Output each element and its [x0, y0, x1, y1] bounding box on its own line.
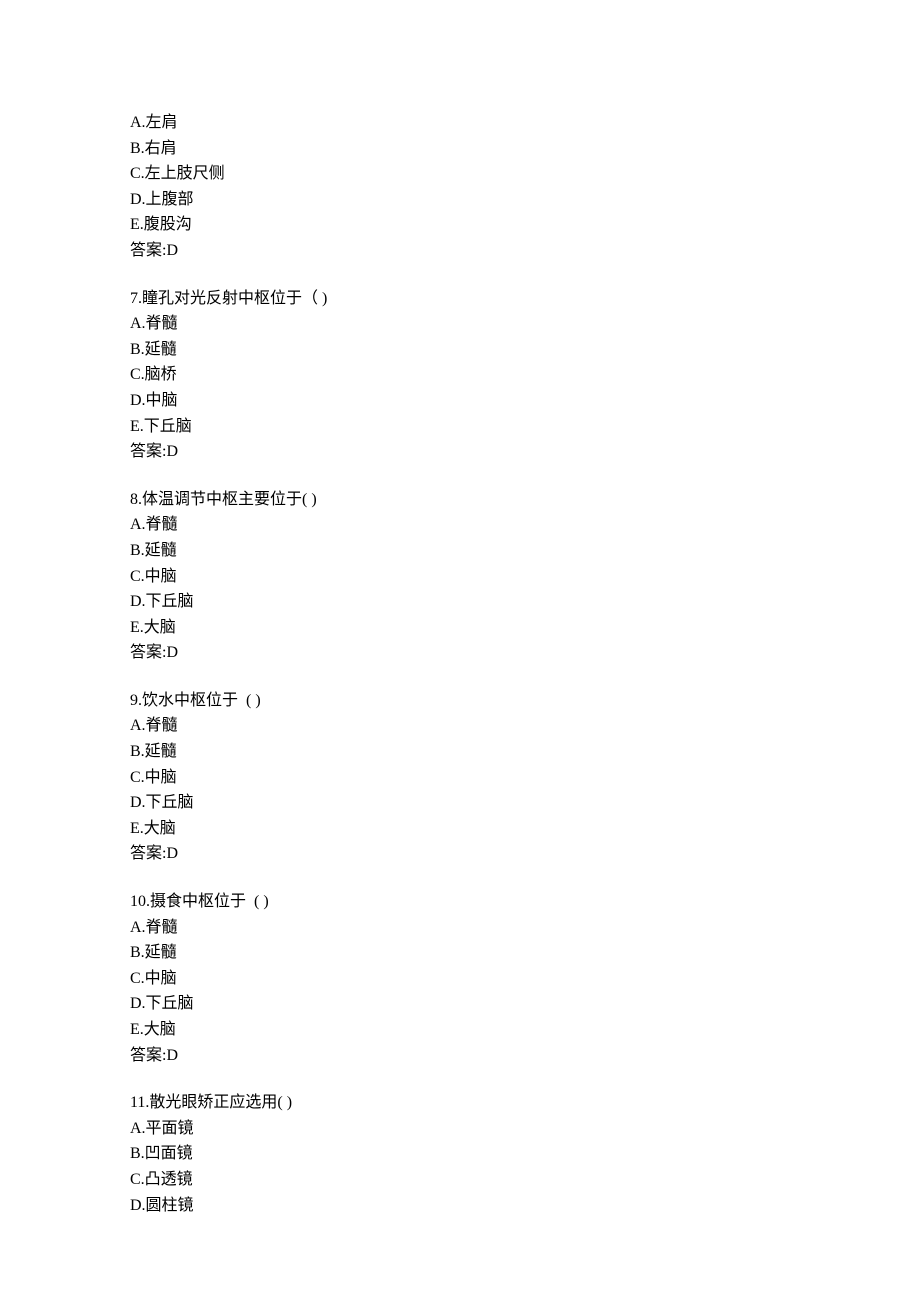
answer-line: 答案:D — [130, 1043, 790, 1069]
question-stem: 8.体温调节中枢主要位于( ) — [130, 487, 790, 513]
option-line: B.右肩 — [130, 136, 790, 162]
option-line: C.左上肢尺侧 — [130, 161, 790, 187]
answer-line: 答案:D — [130, 640, 790, 666]
document-page: A.左肩 B.右肩 C.左上肢尺侧 D.上腹部 E.腹股沟 答案:D 7.瞳孔对… — [0, 0, 920, 1302]
question-block: 11.散光眼矫正应选用( ) A.平面镜 B.凹面镜 C.凸透镜 D.圆柱镜 — [130, 1090, 790, 1218]
option-line: B.凹面镜 — [130, 1141, 790, 1167]
option-line: B.延髓 — [130, 337, 790, 363]
option-line: A.脊髓 — [130, 512, 790, 538]
answer-line: 答案:D — [130, 439, 790, 465]
question-block: A.左肩 B.右肩 C.左上肢尺侧 D.上腹部 E.腹股沟 答案:D — [130, 110, 790, 264]
question-stem: 11.散光眼矫正应选用( ) — [130, 1090, 790, 1116]
option-line: C.中脑 — [130, 564, 790, 590]
question-block: 8.体温调节中枢主要位于( ) A.脊髓 B.延髓 C.中脑 D.下丘脑 E.大… — [130, 487, 790, 666]
question-block: 9.饮水中枢位于 ( ) A.脊髓 B.延髓 C.中脑 D.下丘脑 E.大脑 答… — [130, 688, 790, 867]
option-line: A.左肩 — [130, 110, 790, 136]
option-line: D.中脑 — [130, 388, 790, 414]
option-line: B.延髓 — [130, 940, 790, 966]
question-stem: 9.饮水中枢位于 ( ) — [130, 688, 790, 714]
question-stem: 10.摄食中枢位于 ( ) — [130, 889, 790, 915]
question-stem: 7.瞳孔对光反射中枢位于（ ) — [130, 286, 790, 312]
option-line: E.大脑 — [130, 1017, 790, 1043]
option-line: D.下丘脑 — [130, 589, 790, 615]
question-block: 10.摄食中枢位于 ( ) A.脊髓 B.延髓 C.中脑 D.下丘脑 E.大脑 … — [130, 889, 790, 1068]
answer-line: 答案:D — [130, 841, 790, 867]
option-line: C.中脑 — [130, 765, 790, 791]
option-line: A.平面镜 — [130, 1116, 790, 1142]
option-line: C.凸透镜 — [130, 1167, 790, 1193]
option-line: E.下丘脑 — [130, 414, 790, 440]
option-line: E.腹股沟 — [130, 212, 790, 238]
answer-line: 答案:D — [130, 238, 790, 264]
option-line: B.延髓 — [130, 538, 790, 564]
question-block: 7.瞳孔对光反射中枢位于（ ) A.脊髓 B.延髓 C.脑桥 D.中脑 E.下丘… — [130, 286, 790, 465]
option-line: C.脑桥 — [130, 362, 790, 388]
option-line: C.中脑 — [130, 966, 790, 992]
option-line: A.脊髓 — [130, 713, 790, 739]
option-line: D.下丘脑 — [130, 790, 790, 816]
option-line: A.脊髓 — [130, 311, 790, 337]
option-line: B.延髓 — [130, 739, 790, 765]
option-line: D.上腹部 — [130, 187, 790, 213]
option-line: D.圆柱镜 — [130, 1193, 790, 1219]
option-line: A.脊髓 — [130, 915, 790, 941]
option-line: E.大脑 — [130, 615, 790, 641]
option-line: E.大脑 — [130, 816, 790, 842]
option-line: D.下丘脑 — [130, 991, 790, 1017]
